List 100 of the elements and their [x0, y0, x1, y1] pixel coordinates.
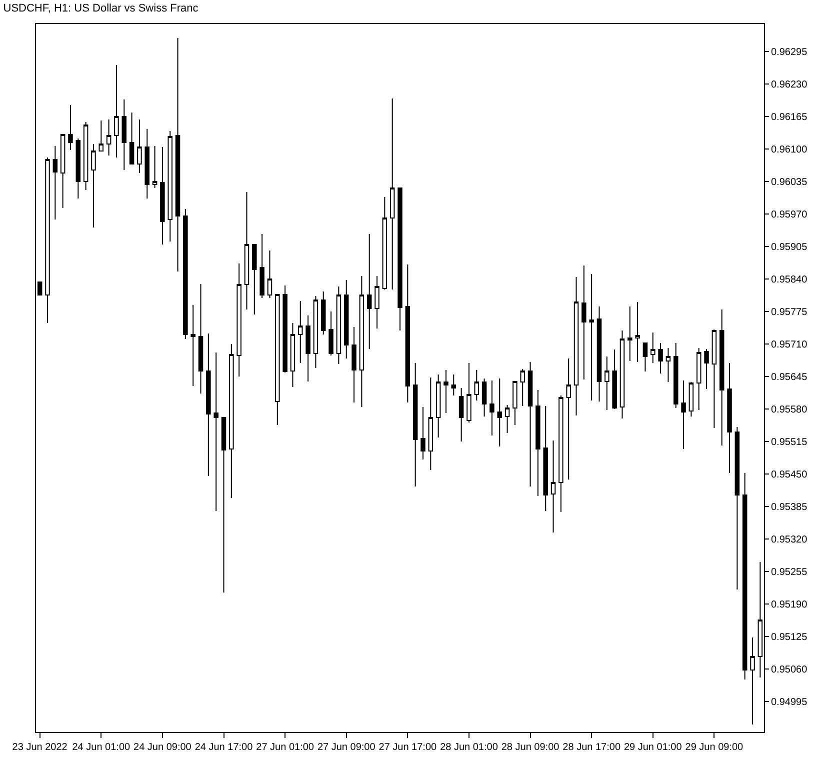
y-tick-label: 0.96230	[771, 80, 808, 90]
candlestick	[742, 472, 748, 680]
candlestick	[420, 406, 426, 460]
candlestick	[168, 130, 172, 242]
y-tick-label: 0.95775	[771, 307, 808, 318]
candlestick	[436, 374, 441, 438]
y-tick-label: 0.95190	[771, 600, 808, 610]
candlestick	[359, 276, 364, 408]
candlestick	[390, 98, 395, 290]
candlestick	[144, 128, 150, 199]
candlestick	[366, 234, 372, 350]
candlestick	[68, 104, 73, 150]
y-tick-label: 0.95385	[771, 502, 808, 513]
candlestick	[750, 637, 755, 725]
y-tick-label: 0.95060	[771, 664, 808, 676]
candlestick	[206, 333, 211, 476]
candlestick	[474, 370, 480, 401]
candlestick	[114, 64, 119, 158]
x-tick-label: 28 Jun 09:00	[501, 742, 560, 753]
candlestick	[719, 309, 724, 446]
candlestick	[642, 342, 648, 372]
candlestick	[666, 348, 671, 382]
candlestick	[290, 322, 296, 388]
y-tick-label: 0.96165	[771, 112, 808, 123]
candlestick	[252, 244, 257, 315]
x-tick-label: 29 Jun 09:00	[685, 742, 744, 753]
y-tick-label: 0.94995	[771, 697, 808, 708]
candlestick	[137, 119, 142, 174]
candlestick	[558, 395, 564, 512]
y-tick-label: 0.95580	[771, 404, 808, 416]
candlestick	[352, 326, 356, 403]
candlestick	[451, 374, 456, 396]
candlestick	[229, 344, 234, 498]
candlestick	[428, 377, 434, 470]
candlestick	[221, 417, 226, 593]
candlestick	[482, 378, 487, 417]
x-tick-label: 27 Jun 17:00	[378, 742, 438, 753]
candlestick	[497, 378, 502, 447]
candlestick	[306, 315, 310, 382]
candlestick	[275, 294, 280, 426]
candlestick	[60, 134, 66, 208]
candlestick	[504, 404, 510, 434]
y-tick-label: 0.96100	[771, 144, 808, 156]
candlestick	[83, 122, 88, 190]
y-tick-label: 0.95515	[771, 437, 808, 448]
y-tick-label: 0.95125	[771, 632, 808, 643]
y-tick-label: 0.95710	[771, 340, 808, 350]
candlestick	[98, 120, 104, 152]
candlestick	[175, 38, 180, 272]
candlestick	[444, 370, 448, 414]
candlestick	[543, 406, 548, 512]
candlestick	[244, 192, 250, 310]
candlestick	[681, 380, 686, 450]
candlestick	[236, 263, 242, 377]
candlestick	[490, 380, 494, 436]
candlestick	[458, 388, 464, 442]
x-tick-label: 23 Jun 2022	[12, 742, 68, 753]
candlestick	[91, 144, 96, 228]
candlestick	[45, 157, 50, 324]
x-tick-label: 24 Jun 17:00	[194, 742, 254, 753]
y-tick-label: 0.95840	[771, 274, 808, 286]
candlestick	[612, 349, 617, 410]
candlestick	[566, 358, 571, 480]
candlestick	[604, 356, 610, 410]
y-tick-label: 0.95320	[771, 534, 808, 546]
candlestick	[536, 390, 540, 496]
candlestick	[298, 300, 303, 364]
candlestick	[320, 291, 326, 335]
candlestick	[688, 382, 694, 417]
candlestick	[628, 306, 632, 362]
candlestick	[260, 234, 264, 298]
candlestick	[635, 302, 640, 362]
candlestick	[528, 362, 533, 487]
y-tick-label: 0.96035	[771, 177, 808, 188]
candlestick	[412, 362, 418, 487]
candlestick	[313, 296, 318, 368]
y-tick-label: 0.95905	[771, 242, 808, 253]
chart-title: USDCHF, H1: US Dollar vs Swiss Franc	[3, 2, 199, 15]
candlestick	[344, 280, 349, 359]
y-tick-label: 0.95255	[771, 567, 808, 578]
y-tick-label: 0.95450	[771, 470, 808, 480]
x-tick-label: 27 Jun 09:00	[317, 742, 376, 753]
candlestick	[106, 119, 112, 156]
candlestick	[550, 440, 556, 533]
candlestick	[214, 352, 218, 512]
candlestick	[712, 329, 717, 428]
candlestick	[183, 208, 188, 340]
candlestick	[152, 146, 158, 188]
candlestick	[398, 188, 402, 331]
candlestick	[76, 138, 81, 199]
candlestick	[160, 146, 165, 245]
x-tick-label: 24 Jun 09:00	[134, 742, 192, 753]
candlestick	[704, 348, 709, 390]
candlestick	[658, 342, 663, 374]
candlestick	[129, 112, 134, 164]
y-tick-label: 0.96295	[771, 47, 808, 58]
x-tick-label: 27 Jun 01:00	[256, 742, 314, 753]
candlestick	[620, 330, 625, 419]
candlestick	[122, 99, 126, 170]
x-tick-label: 29 Jun 01:00	[624, 742, 682, 753]
